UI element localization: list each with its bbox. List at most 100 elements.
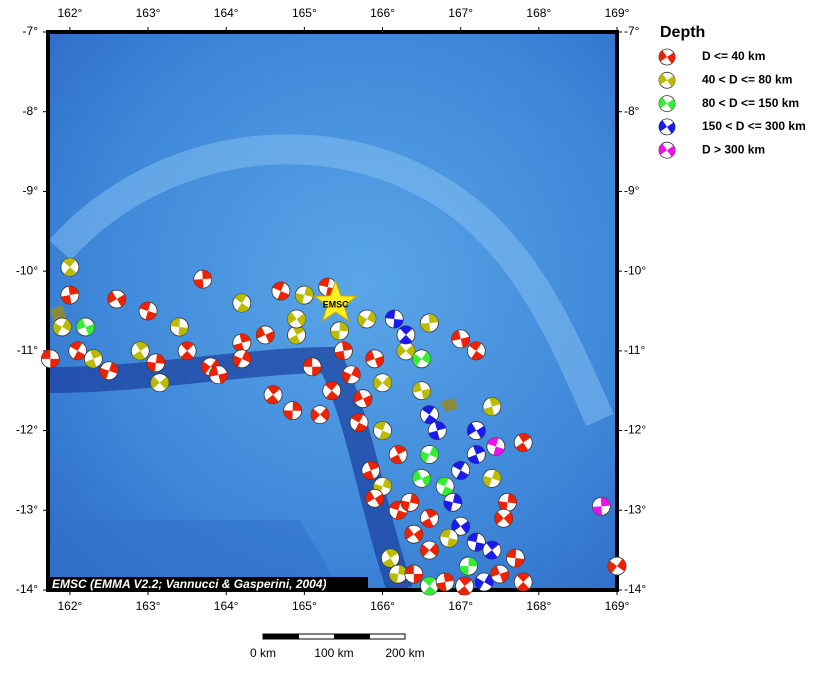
lon-label: 165° — [292, 6, 317, 20]
beachball — [482, 468, 502, 488]
beachball — [193, 269, 213, 289]
beachball — [451, 329, 471, 349]
beachball-quadrant — [659, 96, 675, 111]
beachball-quadrant — [170, 317, 189, 336]
beachball — [361, 461, 381, 480]
beachball — [99, 361, 119, 381]
beachball — [232, 349, 252, 369]
beachball — [384, 309, 404, 329]
beachball — [400, 492, 420, 512]
beachball — [443, 492, 463, 512]
beachball-quadrant — [412, 470, 431, 487]
beachball — [466, 445, 486, 464]
lon-label: 163° — [136, 6, 161, 20]
beachball — [76, 317, 95, 337]
beachball — [482, 540, 502, 560]
beachball-quadrant — [303, 357, 322, 376]
beachball-quadrant — [288, 325, 305, 344]
beachball-quadrant — [287, 311, 306, 327]
beachball-quadrant — [494, 511, 513, 525]
lat-label: -10° — [624, 263, 646, 277]
beachball-quadrant — [351, 413, 367, 432]
beachball — [146, 353, 166, 373]
beachball — [40, 349, 60, 369]
beachball — [459, 556, 478, 576]
lat-label: -8° — [23, 104, 39, 118]
beachball-quadrant — [373, 376, 392, 390]
beachball — [130, 341, 150, 361]
beachball — [310, 405, 330, 425]
lon-label: 168° — [526, 6, 551, 20]
beachball-quadrant — [256, 326, 275, 344]
beachball-quadrant — [608, 558, 626, 574]
beachball — [474, 572, 494, 592]
beachball — [169, 317, 189, 337]
beachball-quadrant — [422, 577, 437, 596]
beachball-quadrant — [404, 526, 423, 542]
scale-bar — [262, 633, 406, 640]
beachball-quadrant — [389, 501, 407, 520]
legend-label: 40 < D <= 80 km — [702, 72, 792, 86]
beachball — [482, 397, 502, 417]
lon-label: 167° — [448, 6, 473, 20]
beachball-quadrant — [659, 120, 675, 134]
beachball-quadrant — [436, 573, 454, 592]
beachball-quadrant — [482, 469, 501, 487]
beachball-quadrant — [63, 258, 77, 277]
beachball — [349, 413, 369, 433]
beachball-quadrant — [365, 350, 384, 368]
beachball-quadrant — [404, 565, 423, 584]
beachball-quadrant — [272, 282, 290, 301]
beachball-quadrant — [659, 143, 676, 157]
lon-label: 169° — [605, 599, 630, 613]
beachball — [373, 421, 392, 440]
beachball-quadrant — [357, 311, 376, 327]
beachball — [330, 321, 349, 341]
beachball-quadrant — [150, 376, 169, 390]
beachball — [396, 341, 416, 361]
beachball — [357, 309, 377, 329]
beachball — [435, 476, 455, 496]
beachball-quadrant — [385, 309, 404, 328]
beachball — [138, 301, 158, 321]
beachball-quadrant — [365, 490, 384, 507]
lon-label: 165° — [292, 599, 317, 613]
beachball — [435, 572, 455, 592]
beachball — [365, 349, 385, 369]
beachball-quadrant — [420, 313, 439, 332]
legend-label: D > 300 km — [702, 142, 765, 156]
lon-label: 164° — [214, 6, 239, 20]
beachball — [451, 516, 471, 536]
beachball — [658, 118, 676, 136]
beachball-quadrant — [334, 341, 353, 360]
beachball-quadrant — [457, 577, 472, 596]
beachball-quadrant — [209, 366, 228, 384]
beachball-quadrant — [483, 397, 501, 416]
beachball — [208, 365, 228, 385]
beachball-quadrant — [421, 405, 437, 424]
beachball — [420, 508, 439, 528]
beachball-quadrant — [295, 286, 314, 304]
beachball — [263, 385, 283, 405]
beachball-quadrant — [475, 574, 494, 590]
beachball-quadrant — [146, 353, 165, 372]
beachball-quadrant — [498, 493, 517, 512]
beachball — [451, 461, 471, 480]
lat-label: -14° — [16, 582, 38, 596]
beachball-quadrant — [390, 445, 407, 464]
legend-label: 80 < D <= 150 km — [702, 96, 799, 110]
beachball-quadrant — [374, 421, 391, 440]
beachball-quadrant — [412, 351, 431, 367]
beachball — [420, 576, 439, 596]
beachball — [404, 564, 424, 584]
lat-label: -13° — [624, 502, 646, 516]
beachball-quadrant — [353, 390, 372, 407]
beachball — [287, 325, 306, 345]
beachball-quadrant — [428, 421, 446, 440]
events — [40, 257, 627, 596]
beachball-quadrant — [53, 319, 72, 335]
beachball — [412, 349, 432, 369]
beachball-quadrant — [659, 73, 675, 87]
beachball — [490, 564, 510, 584]
beachball — [60, 285, 80, 305]
